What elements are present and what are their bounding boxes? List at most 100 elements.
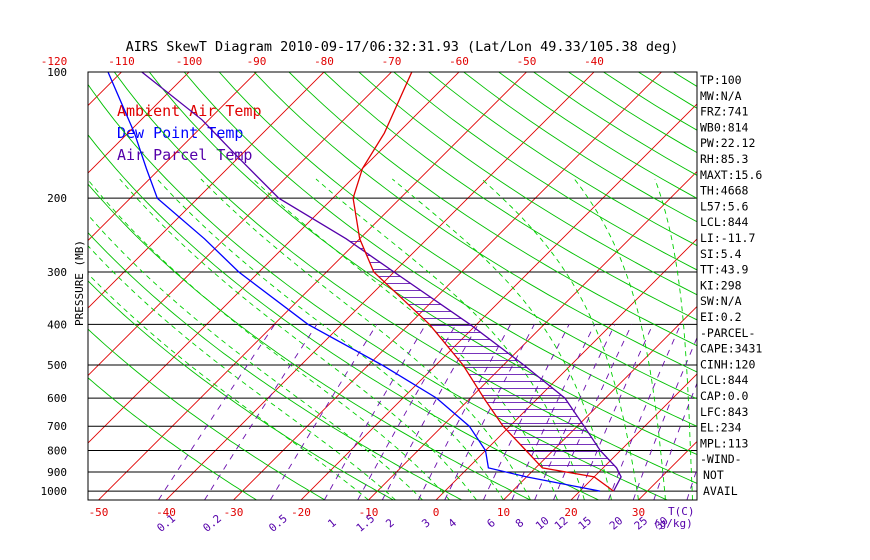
isotherm-line bbox=[88, 72, 393, 377]
moist-adiabat-line bbox=[119, 178, 477, 500]
moist-adiabat-line bbox=[654, 178, 693, 500]
mixing-ratio-line bbox=[158, 324, 276, 500]
plot-frame bbox=[87, 71, 698, 501]
index-label: CINH:120 bbox=[700, 357, 755, 371]
moist-adiabat-line bbox=[88, 273, 369, 500]
isotherm-line bbox=[97, 72, 528, 500]
index-label: CAPE:3431 bbox=[700, 342, 762, 356]
pressure-tick-label: 1000 bbox=[41, 485, 68, 498]
moist-adiabat-line bbox=[88, 179, 450, 500]
temp-bottom-tick-label: 10 bbox=[497, 506, 510, 519]
temp-bottom-tick-label: -10 bbox=[359, 506, 379, 519]
dry-adiabat-line bbox=[358, 72, 697, 296]
mixing-ratio-tick-label: 20 bbox=[607, 514, 626, 532]
mixing-ratio-line bbox=[607, 324, 682, 500]
dry-adiabat-line bbox=[323, 72, 697, 321]
index-label: KI:298 bbox=[700, 278, 742, 292]
index-label: TP:100 bbox=[700, 73, 742, 87]
moist-adiabat-line bbox=[156, 178, 504, 500]
isotherm-line bbox=[836, 63, 870, 505]
isotherm-line bbox=[768, 63, 870, 505]
legend-dew-point: Dew Point Temp bbox=[117, 124, 243, 142]
dry-adiabat-line bbox=[428, 72, 697, 247]
temp-top-tick-label: -70 bbox=[382, 55, 402, 68]
isotherm-line bbox=[88, 72, 190, 174]
dry-adiabat-line bbox=[462, 72, 697, 223]
pressure-tick-label: 700 bbox=[47, 420, 67, 433]
mixing-ratio-tick-label: 4 bbox=[446, 516, 460, 530]
temp-top-tick-label: -40 bbox=[584, 55, 604, 68]
index-label: RH:85.3 bbox=[700, 152, 749, 166]
index-label: MAXT:15.6 bbox=[700, 168, 762, 182]
temp-bottom-tick-label: 0 bbox=[433, 506, 440, 519]
isotherm-line bbox=[637, 440, 697, 500]
mixing-ratio-line bbox=[381, 324, 479, 500]
temp-top-tick-label: -50 bbox=[517, 55, 537, 68]
index-label: -WIND- bbox=[700, 452, 742, 466]
mixing-ratio-line bbox=[357, 324, 457, 500]
mixing-ratio-line bbox=[269, 324, 378, 500]
index-label: L57:5.6 bbox=[700, 199, 749, 213]
index-label: LFC:843 bbox=[700, 405, 749, 419]
index-label: EL:234 bbox=[700, 421, 742, 435]
mixing-ratio-tick-label: 6 bbox=[484, 516, 497, 530]
dry-adiabat-line bbox=[183, 72, 697, 427]
isotherm-line bbox=[88, 72, 123, 107]
index-label: LCL:844 bbox=[700, 373, 749, 387]
temp-top-tick-label: -120 bbox=[41, 55, 68, 68]
moist-adiabat-line bbox=[252, 178, 558, 500]
temp-top-tick-label: -90 bbox=[247, 55, 267, 68]
index-label: AVAIL bbox=[703, 484, 738, 498]
temp-bottom-tick-label: -40 bbox=[156, 506, 176, 519]
dry-adiabat-line bbox=[88, 328, 326, 500]
mixing-ratio-tick-label: 10 bbox=[533, 514, 552, 532]
pressure-tick-label: 400 bbox=[47, 318, 67, 331]
mixing-ratio-tick-label: 8 bbox=[513, 516, 526, 530]
y-axis-label: PRESSURE (MB) bbox=[73, 240, 86, 326]
mixing-ratio-line bbox=[632, 336, 697, 500]
pressure-tick-label: 500 bbox=[47, 359, 67, 372]
isotherm-line bbox=[232, 72, 663, 500]
index-label: MPL:113 bbox=[700, 436, 749, 450]
chart-title: AIRS SkewT Diagram 2010-09-17/06:32:31.9… bbox=[126, 39, 679, 55]
mixing-ratio-line bbox=[576, 324, 654, 500]
mixing-ratio-tick-label: 1 bbox=[325, 516, 338, 530]
index-label: LI:-11.7 bbox=[700, 231, 755, 245]
moist-adiabat-line bbox=[200, 178, 531, 500]
temp-top-tick-label: -60 bbox=[449, 55, 469, 68]
index-label: EI:0.2 bbox=[700, 310, 742, 324]
index-label: SW:N/A bbox=[700, 294, 742, 308]
isotherm-line bbox=[435, 238, 697, 500]
mixing-unit-label: (g/kg) bbox=[653, 517, 693, 530]
parcel-temp-line bbox=[141, 72, 622, 492]
dry-adiabat-line bbox=[88, 83, 669, 500]
isotherm-line bbox=[570, 373, 697, 500]
isotherm-line bbox=[88, 72, 460, 444]
temp-unit-label: T(C) bbox=[668, 505, 695, 518]
moist-adiabat-line bbox=[88, 245, 396, 500]
isotherm-line bbox=[0, 63, 63, 505]
index-label: NOT bbox=[703, 468, 724, 482]
dry-adiabat-line bbox=[253, 72, 697, 373]
moist-adiabat-line bbox=[481, 178, 639, 500]
isotherm-line bbox=[367, 170, 697, 500]
index-label: LCL:844 bbox=[700, 215, 749, 229]
pressure-tick-label: 900 bbox=[47, 466, 67, 479]
index-label: FRZ:741 bbox=[700, 105, 749, 119]
isotherm-line bbox=[88, 72, 325, 309]
temp-bottom-tick-label: 20 bbox=[564, 506, 577, 519]
legend-ambient: Ambient Air Temp bbox=[117, 102, 262, 120]
isotherm-line bbox=[88, 72, 258, 242]
pressure-tick-label: 200 bbox=[47, 192, 67, 205]
dry-adiabat-line bbox=[288, 72, 697, 347]
temp-bottom-tick-label: -30 bbox=[224, 506, 244, 519]
isotherm-line bbox=[300, 103, 697, 500]
temp-bottom-tick-label: -20 bbox=[291, 506, 311, 519]
temp-top-tick-label: -80 bbox=[314, 55, 334, 68]
temp-top-tick-label: -110 bbox=[108, 55, 135, 68]
mixing-ratio-tick-label: 0.2 bbox=[200, 512, 224, 535]
temp-top-tick-label: -100 bbox=[176, 55, 203, 68]
mixing-ratio-tick-label: 2 bbox=[383, 516, 396, 530]
mixing-ratio-tick-label: 15 bbox=[576, 514, 595, 532]
